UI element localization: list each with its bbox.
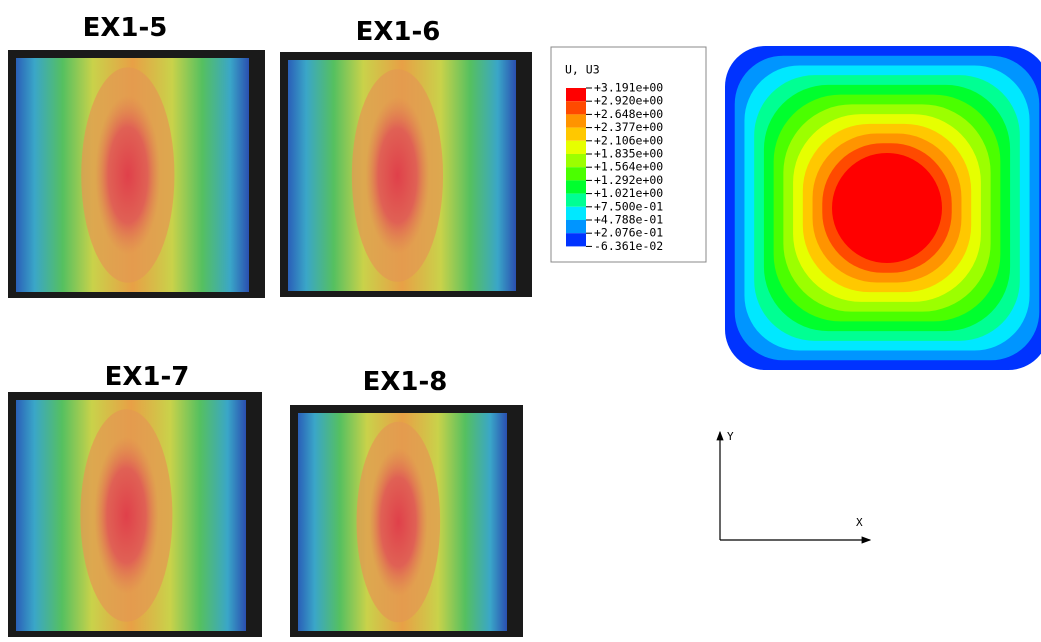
legend-label: +2.377e+00 bbox=[594, 120, 663, 134]
legend-swatch bbox=[566, 127, 586, 141]
test-panel: EX1-5 bbox=[8, 13, 265, 298]
contour-band bbox=[832, 153, 942, 263]
legend-label: +2.106e+00 bbox=[594, 133, 663, 147]
legend-label: +2.076e-01 bbox=[594, 226, 663, 240]
legend: U, U3 +3.191e+00+2.920e+00+2.648e+00+2.3… bbox=[550, 46, 707, 263]
legend-swatch bbox=[566, 154, 586, 168]
panel-title: EX1-8 bbox=[363, 367, 448, 397]
test-panel: EX1-7 bbox=[8, 362, 262, 637]
fe-contour bbox=[725, 46, 1041, 370]
contour-core bbox=[365, 96, 430, 255]
legend-swatch bbox=[566, 220, 586, 234]
panel-title: EX1-5 bbox=[83, 13, 168, 43]
legend-label: +1.564e+00 bbox=[594, 160, 663, 174]
legend-label: +7.500e-01 bbox=[594, 199, 663, 213]
legend-swatch bbox=[566, 180, 586, 194]
contour-core bbox=[95, 95, 161, 255]
x-axis-label: X bbox=[856, 516, 863, 529]
legend-swatch bbox=[566, 101, 586, 115]
legend-title: U, U3 bbox=[565, 63, 600, 77]
test-panel: EX1-6 bbox=[280, 17, 532, 297]
contour-core bbox=[369, 447, 428, 597]
legend-swatch bbox=[566, 193, 586, 207]
legend-label: +1.835e+00 bbox=[594, 147, 663, 161]
legend-label: +3.191e+00 bbox=[594, 81, 663, 95]
test-panel: EX1-8 bbox=[290, 367, 523, 637]
legend-label: +4.788e-01 bbox=[594, 213, 663, 227]
legend-swatch bbox=[566, 114, 586, 128]
legend-label: +1.292e+00 bbox=[594, 173, 663, 187]
legend-label: +1.021e+00 bbox=[594, 186, 663, 200]
legend-swatch bbox=[566, 140, 586, 154]
legend-label: +2.920e+00 bbox=[594, 94, 663, 108]
legend-label: -6.361e-02 bbox=[594, 239, 663, 253]
legend-swatch bbox=[566, 88, 586, 102]
axis-triad: Y X bbox=[716, 430, 872, 544]
panel-title: EX1-6 bbox=[356, 17, 441, 47]
legend-swatch bbox=[566, 206, 586, 220]
panel-title: EX1-7 bbox=[105, 362, 190, 392]
legend-swatch bbox=[566, 167, 586, 181]
legend-swatch bbox=[566, 233, 586, 247]
legend-label: +2.648e+00 bbox=[594, 107, 663, 121]
y-axis-label: Y bbox=[727, 430, 734, 443]
contour-core bbox=[94, 436, 159, 595]
